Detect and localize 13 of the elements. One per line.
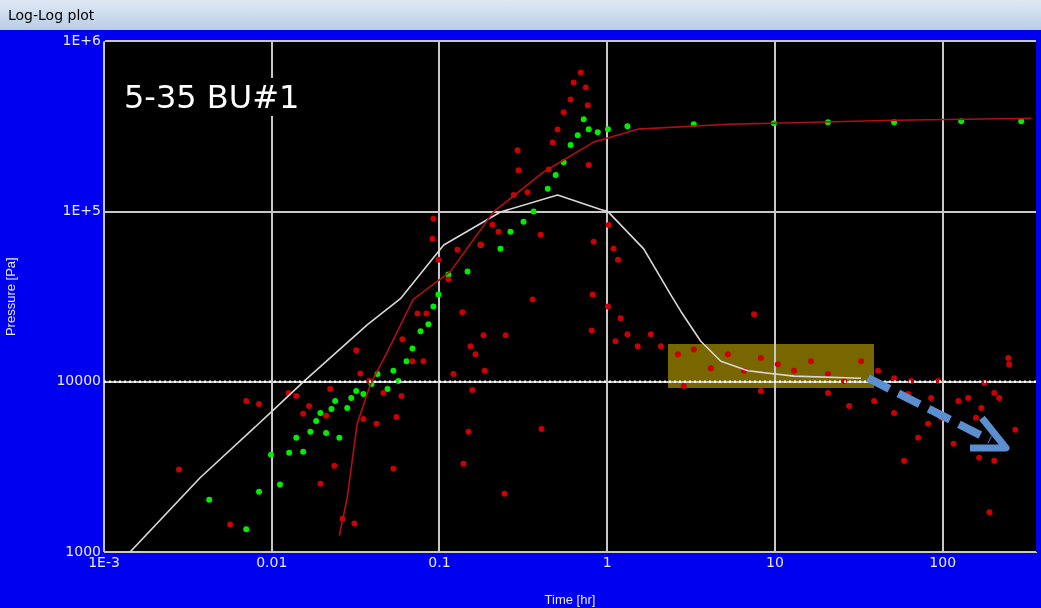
x-tick-label: 0.1 <box>428 554 451 571</box>
y-tick-label: 10000 <box>56 372 101 389</box>
y-tick-label: 1E+6 <box>62 32 102 49</box>
x-tick-label: 1E-3 <box>88 554 120 571</box>
x-tick-label: 1 <box>602 554 612 571</box>
x-tick-label: 100 <box>929 554 957 571</box>
chart-title: Log-Log plot <box>0 0 1041 30</box>
annotation: 5-35 BU#1 <box>122 78 302 116</box>
y-axis-title: Pressure [Pa] <box>3 257 19 337</box>
y-tick-label: 1E+5 <box>62 202 101 219</box>
x-tick-label: 10 <box>766 554 784 571</box>
x-tick-label: 0.01 <box>256 554 288 571</box>
x-axis-title: Time [hr] <box>544 591 596 607</box>
